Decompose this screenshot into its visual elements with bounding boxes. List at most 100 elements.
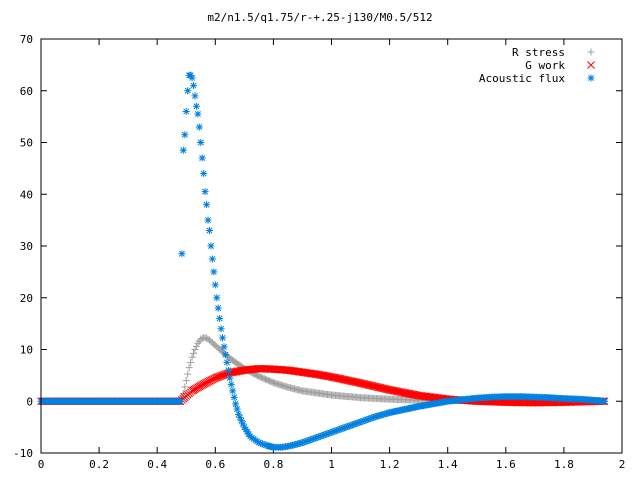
data-point <box>217 325 225 333</box>
series-acoustic-flux <box>37 71 609 451</box>
data-point <box>302 438 310 445</box>
data-point <box>223 358 231 366</box>
data-point <box>211 281 219 289</box>
data-point <box>315 433 323 441</box>
y-tick-label: 40 <box>20 188 33 201</box>
data-point <box>236 413 244 421</box>
data-point <box>176 397 184 405</box>
data-point <box>339 424 347 432</box>
data-point <box>208 255 216 263</box>
data-point <box>233 405 241 413</box>
data-point <box>182 377 190 385</box>
data-point <box>260 441 268 449</box>
data-point <box>214 304 222 312</box>
legend-marker <box>587 61 595 69</box>
data-point <box>207 242 215 250</box>
data-point <box>195 123 203 131</box>
plot-frame <box>40 38 623 454</box>
data-point <box>194 110 202 118</box>
data-point <box>319 431 327 439</box>
data-point <box>311 434 319 442</box>
data-point <box>328 428 335 436</box>
data-point <box>321 431 329 439</box>
data-point <box>308 435 316 443</box>
data-point <box>190 349 198 357</box>
data-point <box>601 397 609 405</box>
data-point <box>200 170 208 178</box>
data-point <box>205 226 213 234</box>
data-point <box>316 432 324 440</box>
data-point <box>340 424 348 432</box>
legend-marker <box>587 74 595 82</box>
data-point <box>204 216 212 224</box>
data-point <box>197 335 205 343</box>
data-point <box>179 146 187 154</box>
data-point <box>198 154 206 162</box>
x-tick-label: 0.8 <box>263 458 283 471</box>
data-point <box>300 438 308 446</box>
data-point <box>366 415 374 422</box>
data-point <box>323 430 331 438</box>
data-point <box>178 250 186 258</box>
data-point <box>342 423 350 431</box>
data-point <box>262 441 270 449</box>
legend-label: G work <box>525 59 565 72</box>
data-point <box>192 102 200 110</box>
data-point <box>307 436 315 444</box>
data-point <box>358 417 366 425</box>
data-point <box>305 436 313 444</box>
data-point <box>355 419 363 427</box>
data-point <box>242 425 250 433</box>
data-point <box>181 383 189 391</box>
y-axis: -10 0 10 20 30 40 50 60 70 <box>13 33 622 460</box>
data-point <box>347 421 355 429</box>
data-point <box>298 439 306 447</box>
data-point <box>187 71 195 79</box>
data-point <box>326 429 334 437</box>
data-point <box>303 437 311 445</box>
data-point <box>334 426 342 434</box>
data-point <box>181 131 189 139</box>
data-point <box>188 353 196 361</box>
data-point <box>337 425 345 433</box>
legend-label: Acoustic flux <box>479 72 565 85</box>
data-point <box>365 415 373 423</box>
data-point <box>191 92 199 100</box>
x-tick-label: 1.4 <box>438 458 458 471</box>
data-point <box>310 435 318 443</box>
x-tick-label: 2 <box>619 458 626 471</box>
y-tick-label: 60 <box>20 85 33 98</box>
data-point <box>363 416 371 424</box>
x-axis: 0 0.2 0.4 0.6 0.8 1 1.2 1.4 1.6 1.8 2 <box>38 39 626 471</box>
data-point <box>348 421 356 429</box>
data-point <box>350 420 358 428</box>
data-point <box>361 416 369 424</box>
y-tick-label: 20 <box>20 292 33 305</box>
data-point <box>230 393 238 401</box>
data-point <box>227 380 235 388</box>
data-point <box>192 342 200 350</box>
data-point <box>237 417 245 425</box>
data-point <box>240 423 248 431</box>
data-point <box>360 417 368 425</box>
data-point <box>369 413 377 421</box>
data-point <box>182 107 190 115</box>
data-point <box>235 410 243 418</box>
data-point <box>203 201 211 209</box>
data-point <box>232 400 240 408</box>
x-tick-label: 1.8 <box>554 458 574 471</box>
data-point <box>185 364 193 372</box>
series-layer <box>37 71 609 451</box>
data-point <box>191 346 199 353</box>
data-point <box>188 74 196 82</box>
data-point <box>220 343 228 351</box>
x-tick-label: 0.6 <box>205 458 225 471</box>
data-point <box>187 358 195 366</box>
data-point <box>213 294 221 302</box>
data-point <box>353 419 361 427</box>
x-tick-label: 1 <box>328 458 335 471</box>
data-point <box>219 334 227 342</box>
data-point <box>184 370 192 378</box>
